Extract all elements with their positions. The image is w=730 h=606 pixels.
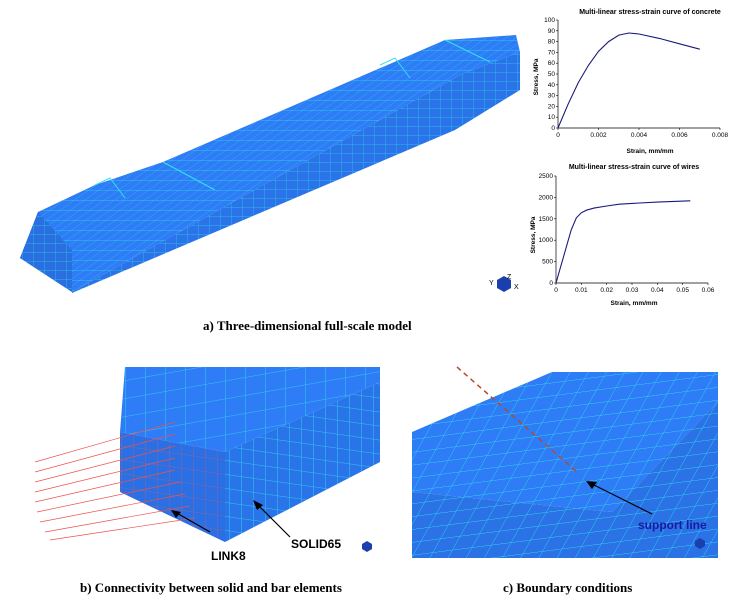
x-tick-label: 0.006: [671, 132, 688, 139]
solid65-label: SOLID65: [291, 537, 342, 551]
x-tick-label: 0.02: [600, 287, 613, 294]
y-tick-label: 500: [542, 259, 553, 266]
x-tick-label: 0.03: [626, 287, 639, 294]
y-axis-label: Stress, MPa: [530, 216, 537, 253]
axes: [555, 176, 708, 284]
x-tick-label: 0.002: [590, 132, 607, 139]
full-scale-model: [20, 35, 520, 293]
x-tick-label: 0.004: [631, 132, 648, 139]
y-tick-label: 0: [549, 280, 553, 287]
y-tick-label: 30: [548, 93, 556, 100]
y-tick-label: 90: [548, 28, 556, 35]
y-tick-label: 0: [551, 125, 555, 132]
x-tick-label: 0.06: [702, 287, 715, 294]
connectivity-detail: [34, 367, 380, 542]
axes: [557, 20, 720, 129]
caption-a: a) Three-dimensional full-scale model: [203, 318, 412, 333]
coordinate-triad-icon: [362, 541, 372, 552]
y-tick-label: 20: [548, 103, 556, 110]
x-tick-label: 0.01: [575, 287, 588, 294]
y-tick-label: 100: [544, 17, 555, 24]
y-tick-label: 40: [548, 82, 556, 89]
y-tick-label: 80: [548, 39, 556, 46]
caption-b: b) Connectivity between solid and bar el…: [80, 580, 342, 595]
svg-text:X: X: [514, 284, 519, 291]
y-tick-label: 70: [548, 49, 556, 56]
y-tick-label: 60: [548, 60, 556, 67]
y-tick-label: 10: [548, 114, 556, 121]
x-tick-label: 0.008: [712, 132, 729, 139]
y-tick-label: 50: [548, 71, 556, 78]
stress-strain-curve: [555, 200, 691, 284]
x-tick-label: 0: [556, 132, 560, 139]
y-tick-label: 1500: [539, 216, 554, 223]
boundary-conditions-detail: [412, 362, 718, 558]
concrete-stress-strain-chart: Multi-linear stress-strain curve of conc…: [533, 9, 729, 155]
support-line-label: support line: [638, 518, 707, 532]
coordinate-triad-icon: [695, 538, 705, 549]
x-tick-label: 0: [554, 287, 558, 294]
chart-title: Multi-linear stress-strain curve of conc…: [579, 9, 721, 16]
x-axis-label: Strain, mm/mm: [611, 300, 658, 307]
link8-label: LINK8: [211, 549, 246, 563]
y-tick-label: 1000: [539, 237, 554, 244]
caption-c: c) Boundary conditions: [503, 580, 633, 595]
y-axis-label: Stress, MPa: [533, 58, 540, 95]
y-tick-label: 2000: [539, 194, 554, 201]
svg-text:Y: Y: [489, 280, 494, 287]
stress-strain-curve: [557, 32, 700, 129]
link8-bars: [34, 421, 196, 541]
svg-text:Z: Z: [507, 274, 512, 281]
x-tick-label: 0.05: [676, 287, 689, 294]
chart-title: Multi-linear stress-strain curve of wire…: [569, 164, 699, 171]
wires-stress-strain-chart: Multi-linear stress-strain curve of wire…: [530, 164, 715, 307]
coordinate-triad-icon: Z Y X: [489, 274, 519, 292]
x-axis-label: Strain, mm/mm: [627, 148, 674, 155]
x-tick-label: 0.04: [651, 287, 664, 294]
y-tick-label: 2500: [539, 173, 554, 180]
